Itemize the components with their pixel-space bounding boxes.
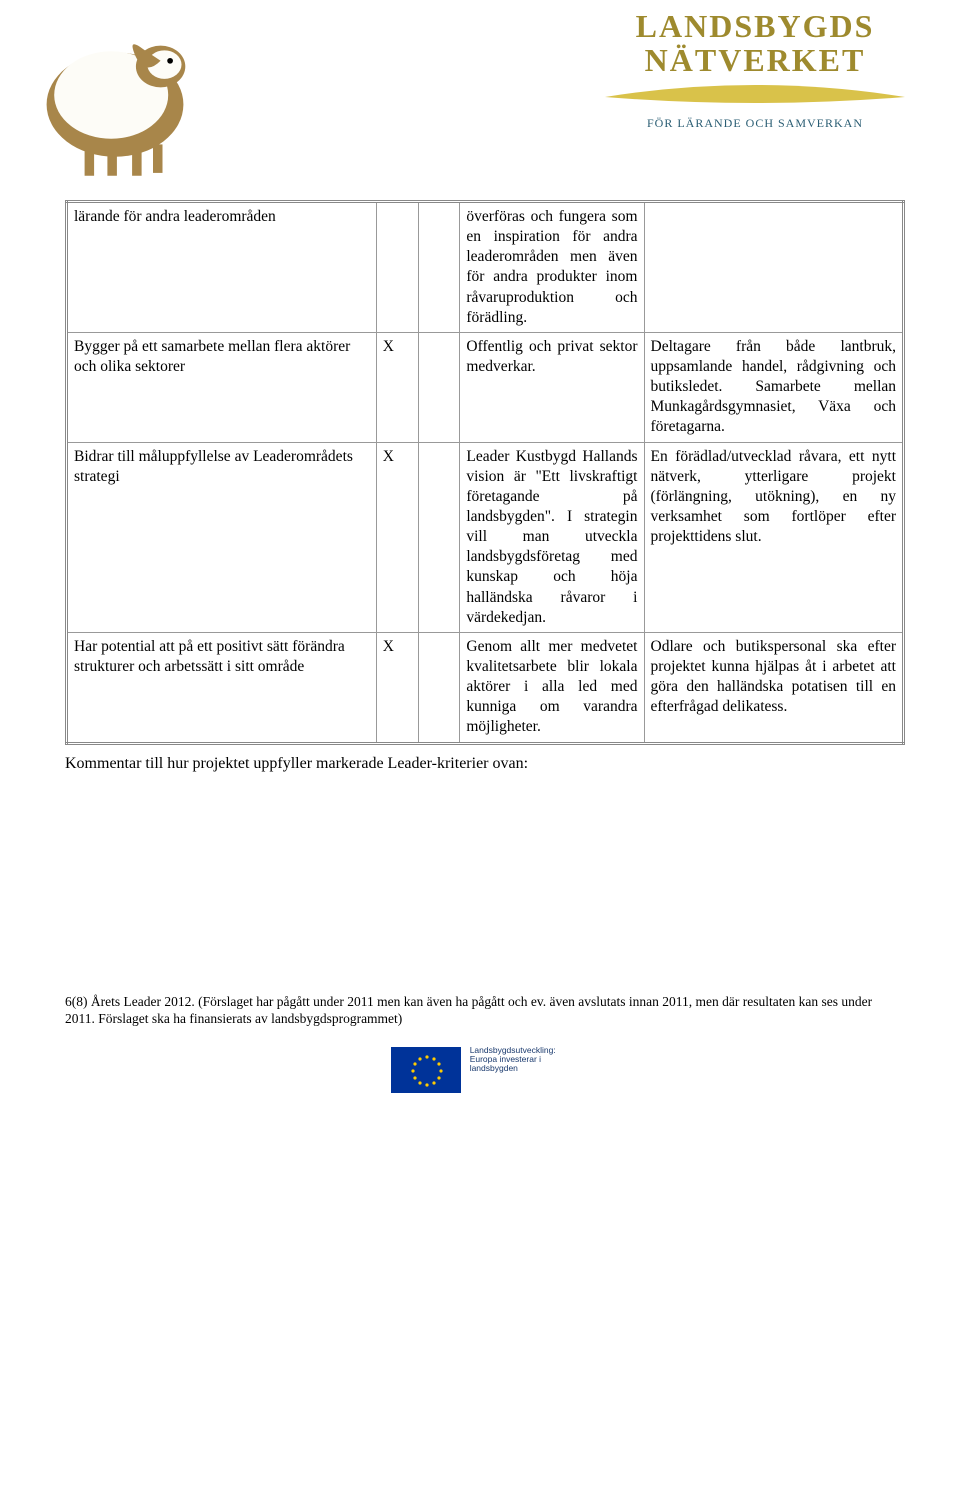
swoosh-icon — [595, 79, 915, 109]
result-cell — [644, 202, 904, 333]
eu-caption: Landsbygdsutveckling: Europa investerar … — [470, 1046, 580, 1074]
mark-cell-1: X — [376, 632, 418, 743]
brand-title-line1: LANDSBYGDS — [595, 10, 915, 44]
table-row: lärande för andra leaderområden överföras… — [67, 202, 904, 333]
table-row: Har potential att på ett positivt sätt f… — [67, 632, 904, 743]
eu-flag-icon — [390, 1046, 462, 1094]
mark-cell-2 — [418, 202, 460, 333]
table-row: Bygger på ett samarbete mellan flera akt… — [67, 332, 904, 442]
comment-line: Kommentar till hur projektet uppfyller m… — [65, 755, 905, 773]
description-cell: Offentlig och privat sektor medverkar. — [460, 332, 644, 442]
mark-cell-1: X — [376, 332, 418, 442]
mark-cell-2 — [418, 332, 460, 442]
brand-logo: LANDSBYGDS NÄTVERKET FÖR LÄRANDE OCH SAM… — [595, 10, 915, 131]
footer-page-line: 6(8) Årets Leader 2012. (Förslaget har p… — [65, 993, 905, 1028]
sheep-logo — [20, 0, 210, 190]
brand-title-line2: NÄTVERKET — [595, 44, 915, 78]
mark-cell-1: X — [376, 442, 418, 632]
eu-logo-block: Landsbygdsutveckling: Europa investerar … — [65, 1046, 905, 1094]
mark-cell-2 — [418, 442, 460, 632]
criteria-table: lärande för andra leaderområden överföras… — [65, 200, 905, 745]
table-row: Bidrar till måluppfyllelse av Leaderområ… — [67, 442, 904, 632]
result-cell: Deltagare från både lantbruk, uppsamland… — [644, 332, 904, 442]
content-area: lärande för andra leaderområden överföras… — [0, 200, 960, 773]
page-footer: 6(8) Årets Leader 2012. (Förslaget har p… — [0, 993, 960, 1094]
description-cell: överföras och fungera som en inspiration… — [460, 202, 644, 333]
sheep-icon — [20, 0, 210, 190]
description-cell: Leader Kustbygd Hallands vision är "Ett … — [460, 442, 644, 632]
mark-cell-1 — [376, 202, 418, 333]
criterion-cell: Bygger på ett samarbete mellan flera akt… — [67, 332, 377, 442]
criterion-cell: Har potential att på ett positivt sätt f… — [67, 632, 377, 743]
page-header: LANDSBYGDS NÄTVERKET FÖR LÄRANDE OCH SAM… — [0, 0, 960, 200]
mark-cell-2 — [418, 632, 460, 743]
result-cell: En förädlad/utvecklad råvara, ett nytt n… — [644, 442, 904, 632]
criterion-cell: Bidrar till måluppfyllelse av Leaderområ… — [67, 442, 377, 632]
description-cell: Genom allt mer medvetet kvalitetsarbete … — [460, 632, 644, 743]
result-cell: Odlare och butikspersonal ska efter proj… — [644, 632, 904, 743]
brand-tagline: FÖR LÄRANDE OCH SAMVERKAN — [595, 116, 915, 131]
criterion-cell: lärande för andra leaderområden — [67, 202, 377, 333]
